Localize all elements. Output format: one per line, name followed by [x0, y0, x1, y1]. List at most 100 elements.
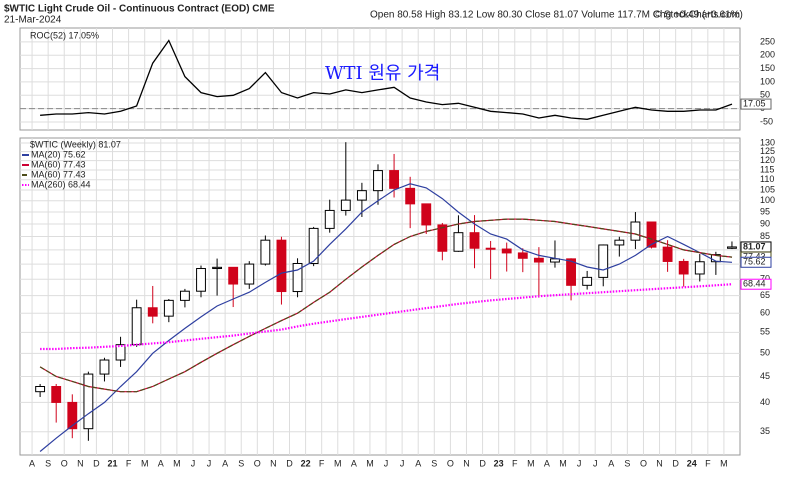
- x-tick-label: F: [705, 458, 711, 468]
- candle-body: [405, 187, 416, 205]
- legend-label: MA(60) 77.43: [31, 169, 86, 179]
- candle-body: [83, 373, 94, 430]
- candle-body: [453, 232, 464, 252]
- candle-body: [469, 232, 480, 249]
- candle-body: [598, 244, 609, 278]
- x-tick-label: F: [126, 458, 132, 468]
- y-tick-label: 65: [760, 290, 770, 300]
- x-tick-label: O: [640, 458, 647, 468]
- x-tick-label: M: [527, 458, 535, 468]
- roc-panel: [19, 27, 741, 131]
- candle-body: [373, 170, 383, 192]
- y-tick-label: 60: [760, 308, 770, 318]
- x-tick-label: M: [559, 458, 567, 468]
- x-tick-label: D: [93, 458, 100, 468]
- value-tag-box: [740, 98, 772, 110]
- y-tick-label: 150: [760, 63, 775, 73]
- candle-body: [196, 268, 206, 292]
- value-tag: 81.07: [743, 241, 766, 251]
- candle-body: [67, 401, 78, 430]
- y-tick-label: 90: [760, 218, 770, 228]
- x-tick-label: M: [173, 458, 181, 468]
- x-tick-label: N: [270, 458, 277, 468]
- candle-body: [324, 209, 335, 229]
- candle-body: [646, 221, 657, 248]
- candle-body: [99, 359, 110, 375]
- x-tick-label: S: [431, 458, 437, 468]
- ma-line: [39, 218, 733, 393]
- quote: Open 80.58 High 83.12 Low 80.30 Close 81…: [370, 10, 743, 21]
- y-tick-label: 100: [760, 76, 775, 86]
- value-tag: 77.43: [743, 251, 766, 261]
- y-tick-label: 95: [760, 206, 770, 216]
- x-tick-label: M: [334, 458, 342, 468]
- y-tick-label: 50: [760, 90, 770, 100]
- x-tick-label: J: [577, 458, 582, 468]
- candle-body: [566, 258, 576, 286]
- y-tick-label: 100: [760, 195, 775, 205]
- annotation: WTI 원유 가격: [325, 63, 440, 84]
- chart-title: $WTIC Light Crude Oil - Continuous Contr…: [4, 4, 275, 15]
- candle-body: [614, 239, 625, 246]
- value-tag: 68.44: [743, 279, 766, 289]
- value-tag-box: [740, 278, 772, 290]
- value-tag: 17.05: [743, 98, 766, 108]
- x-tick-label: N: [463, 458, 470, 468]
- legend-label: MA(60) 77.43: [31, 159, 86, 169]
- candle-body: [340, 199, 351, 211]
- x-tick-label: D: [672, 458, 679, 468]
- legend-label: MA(260) 68.44: [31, 179, 91, 189]
- x-tick-label: A: [29, 458, 35, 468]
- candle-body: [533, 257, 544, 263]
- y-tick-label: 55: [760, 327, 770, 337]
- x-tick-label: S: [45, 458, 51, 468]
- candle-body: [727, 246, 737, 249]
- x-tick-label: D: [286, 458, 293, 468]
- candle-body: [35, 386, 46, 393]
- candle-body: [485, 247, 496, 250]
- y-tick-label: 250: [760, 36, 775, 46]
- candle-body: [582, 276, 593, 286]
- x-tick-label: J: [191, 458, 196, 468]
- x-tick-label: J: [384, 458, 389, 468]
- y-tick-label: 105: [760, 184, 775, 194]
- y-tick-label: 50: [760, 348, 770, 358]
- y-tick-label: 85: [760, 231, 770, 241]
- ma-line: [39, 183, 733, 452]
- x-tick-label: J: [593, 458, 598, 468]
- x-tick-label: D: [479, 458, 486, 468]
- y-tick-label: 45: [760, 371, 770, 381]
- x-tick-label: S: [238, 458, 244, 468]
- y-tick-label: 125: [760, 146, 775, 156]
- x-tick-label: 23: [494, 458, 504, 468]
- y-tick-label: 40: [760, 397, 770, 407]
- x-tick-label: A: [415, 458, 421, 468]
- candle-body: [662, 246, 673, 262]
- y-tick-label: 115: [760, 164, 774, 174]
- roc-legend: ROC(52) 17.05%: [30, 30, 99, 40]
- x-tick-label: M: [366, 458, 374, 468]
- candle-body: [163, 299, 174, 317]
- y-tick-label: -50: [760, 116, 773, 126]
- candle-body: [260, 239, 271, 265]
- candle-body: [356, 190, 367, 201]
- candle-body: [308, 227, 319, 264]
- x-tick-label: M: [141, 458, 149, 468]
- x-tick-label: O: [61, 458, 68, 468]
- candle-body: [292, 262, 303, 293]
- source: © StockCharts.com: [654, 10, 740, 21]
- x-tick-label: A: [158, 458, 164, 468]
- y-tick-label: 200: [760, 50, 775, 60]
- y-tick-label: 70: [760, 274, 770, 284]
- y-tick-label: 110: [760, 174, 774, 184]
- x-tick-label: A: [544, 458, 550, 468]
- x-tick-label: J: [207, 458, 212, 468]
- price-legend: $WTIC (Weekly) 81.07: [30, 139, 121, 149]
- candle-body: [51, 386, 62, 403]
- x-tick-label: S: [624, 458, 630, 468]
- x-tick-label: N: [656, 458, 663, 468]
- x-tick-label: O: [254, 458, 261, 468]
- x-tick-label: A: [608, 458, 614, 468]
- value-tag: 75.62: [743, 257, 766, 267]
